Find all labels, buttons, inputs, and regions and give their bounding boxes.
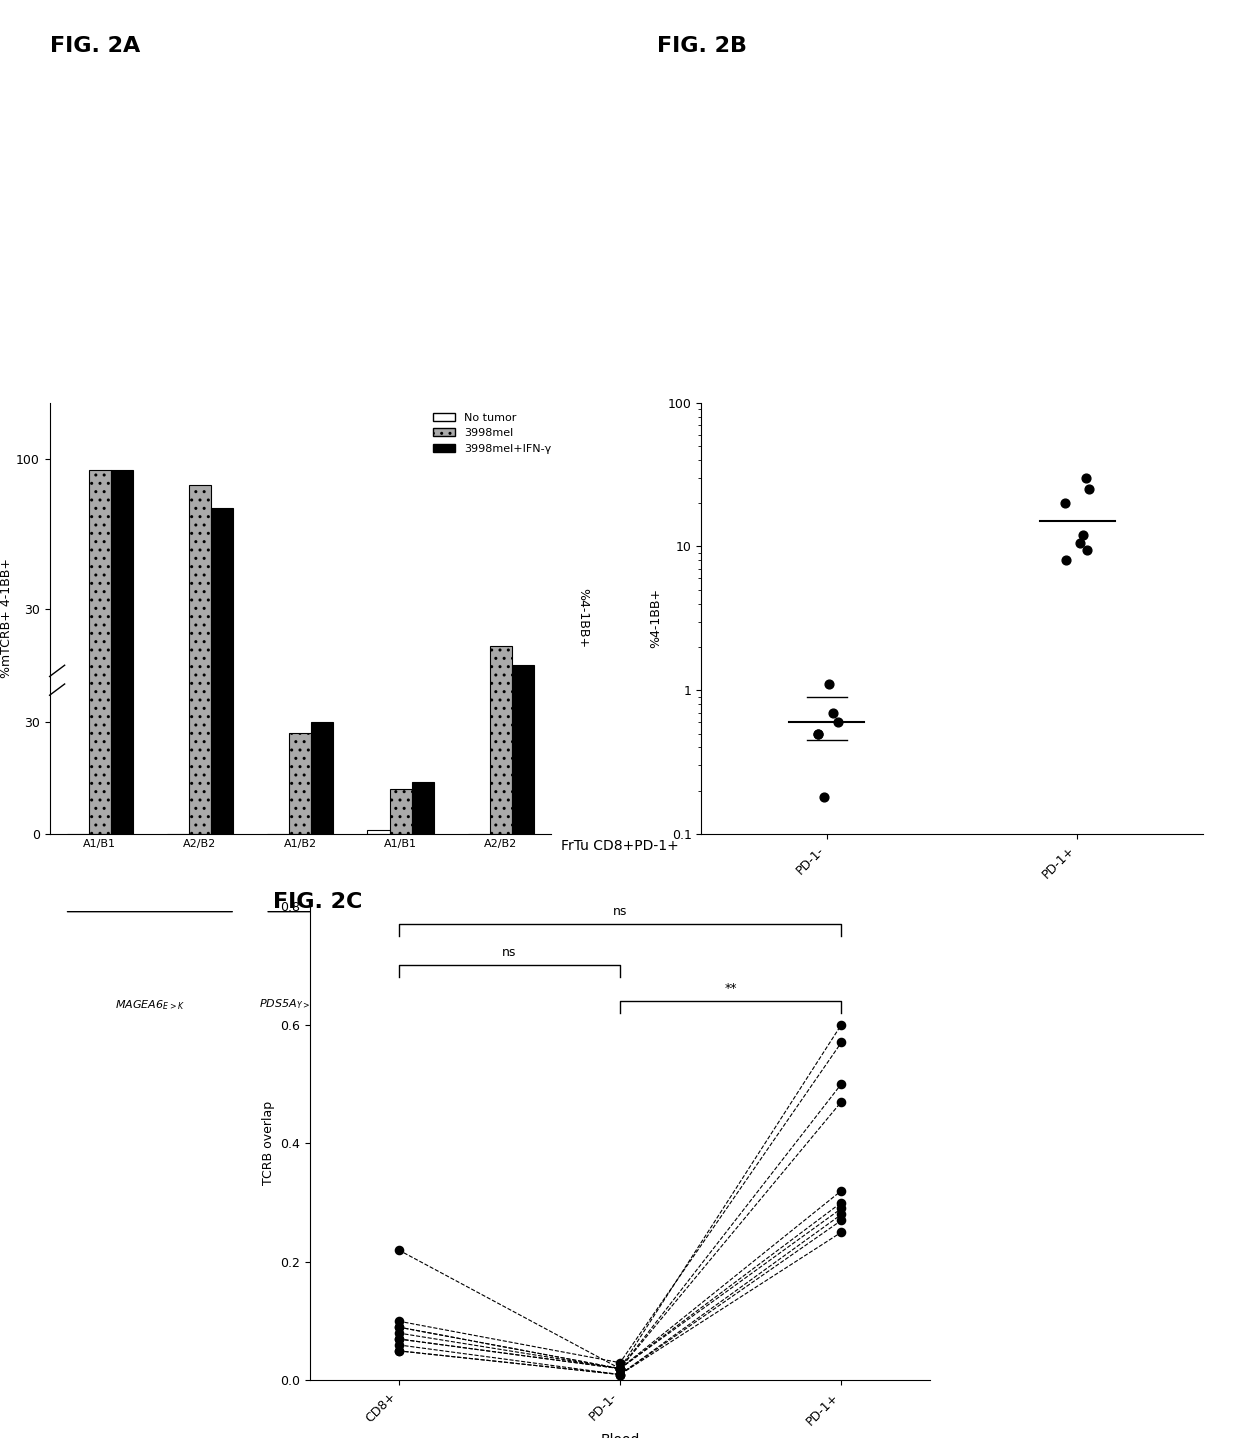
X-axis label: Blood: Blood [600, 1434, 640, 1438]
Point [388, 1333, 408, 1356]
Point [610, 1357, 630, 1380]
Point [832, 1191, 852, 1214]
Point [388, 1316, 408, 1339]
Point [1070, 532, 1090, 555]
Text: %4-1BB+: %4-1BB+ [577, 588, 589, 649]
Bar [289, 733, 311, 834]
Point [610, 1357, 630, 1380]
Point [832, 1196, 852, 1219]
Bar [412, 781, 434, 834]
Point [388, 1339, 408, 1362]
Text: ns: ns [502, 946, 517, 959]
Point [808, 722, 828, 745]
Point [832, 1179, 852, 1202]
Bar [188, 485, 211, 834]
Text: FIG. 2C: FIG. 2C [273, 892, 362, 912]
Bar [367, 830, 389, 834]
Point [828, 710, 848, 733]
Bar [211, 508, 233, 834]
Point [388, 1322, 408, 1345]
Point [388, 1327, 408, 1350]
Y-axis label: %4-1BB+: %4-1BB+ [650, 588, 662, 649]
Point [832, 1209, 852, 1232]
Point [1076, 538, 1096, 561]
Text: **: ** [724, 982, 737, 995]
Point [1056, 549, 1076, 572]
Point [610, 1352, 630, 1375]
Point [388, 1339, 408, 1362]
Point [1055, 492, 1075, 515]
Point [1073, 523, 1092, 546]
Point [388, 1310, 408, 1333]
Point [388, 1316, 408, 1339]
Point [388, 1238, 408, 1261]
Point [610, 1363, 630, 1386]
Point [610, 1357, 630, 1380]
Point [1079, 477, 1099, 500]
Bar [389, 789, 412, 834]
Bar [110, 470, 133, 834]
Point [388, 1327, 408, 1350]
Point [832, 1221, 852, 1244]
Bar [512, 666, 534, 834]
Point [610, 1363, 630, 1386]
Point [610, 1357, 630, 1380]
Point [610, 1357, 630, 1380]
Point [832, 1031, 852, 1054]
Point [822, 700, 842, 723]
Point [808, 722, 828, 745]
Text: FIG. 2B: FIG. 2B [657, 36, 748, 56]
Bar [490, 647, 512, 834]
Legend: No tumor, 3998mel, 3998mel+IFN-γ: No tumor, 3998mel, 3998mel+IFN-γ [428, 408, 556, 459]
Bar [89, 470, 110, 834]
Text: MED13$_{P>S}$: MED13$_{P>S}$ [420, 998, 481, 1012]
Point [832, 1090, 852, 1113]
Point [813, 785, 833, 808]
Text: MAGEA6$_{E>K}$: MAGEA6$_{E>K}$ [115, 998, 185, 1012]
Point [832, 1012, 852, 1035]
Text: FIG. 2A: FIG. 2A [50, 36, 140, 56]
Point [1076, 466, 1096, 489]
Y-axis label: %mTCRB+ 4-1BB+: %mTCRB+ 4-1BB+ [0, 558, 14, 679]
Point [832, 1202, 852, 1225]
Title: FrTu CD8+PD-1+: FrTu CD8+PD-1+ [562, 840, 678, 853]
Point [832, 1073, 852, 1096]
Point [820, 673, 839, 696]
Bar [311, 722, 334, 834]
Text: PDS5A$_{Y>F;H>Y}$: PDS5A$_{Y>F;H>Y}$ [259, 998, 342, 1014]
Point [610, 1357, 630, 1380]
Y-axis label: TCRB overlap: TCRB overlap [262, 1102, 275, 1185]
Text: ns: ns [613, 905, 627, 917]
Point [610, 1363, 630, 1386]
